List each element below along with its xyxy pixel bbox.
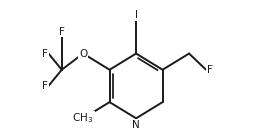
Text: I: I — [135, 10, 137, 20]
Text: F: F — [42, 49, 48, 59]
Text: F: F — [207, 65, 213, 75]
Text: O: O — [79, 49, 87, 59]
Text: F: F — [59, 27, 65, 37]
Text: N: N — [132, 120, 140, 130]
Text: F: F — [42, 81, 48, 91]
Text: CH$_3$: CH$_3$ — [72, 111, 94, 125]
